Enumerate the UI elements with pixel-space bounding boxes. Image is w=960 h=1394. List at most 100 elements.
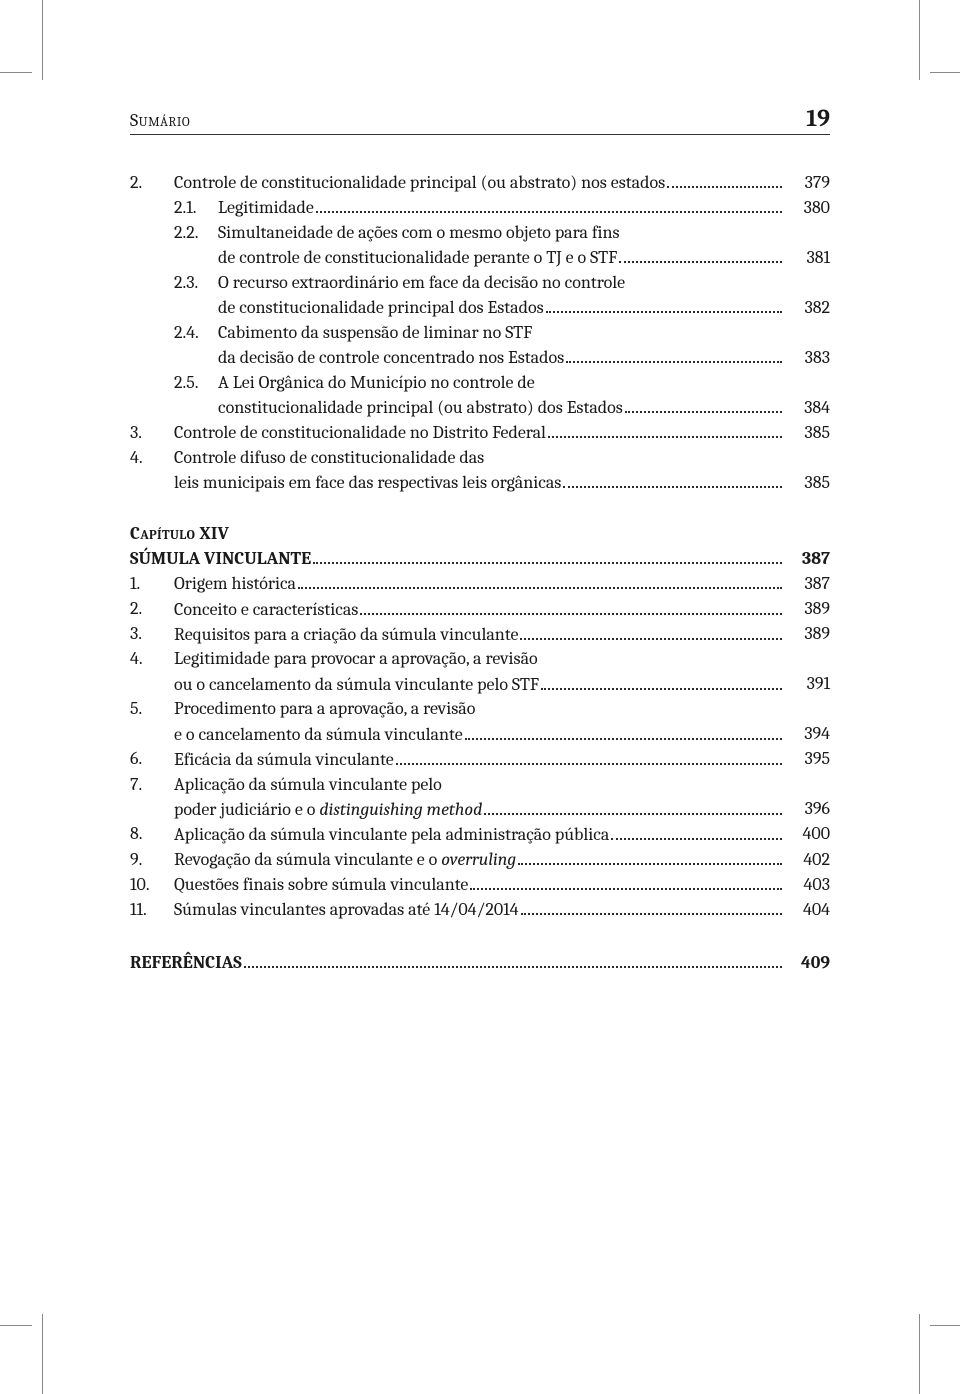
toc-subentry: 2.3.O recurso extraordinário em face da … (130, 271, 830, 296)
entry-text-col: A Lei Orgânica do Município no controle … (218, 371, 784, 396)
entry-text-col: Revogação da súmula vinculante e o overr… (174, 848, 784, 873)
entry-page: 400 (784, 822, 830, 847)
entry-text-col: O recurso extraordinário em face da deci… (218, 271, 784, 296)
entry-page: 394 (784, 722, 830, 747)
entry-number: 8. (130, 822, 174, 847)
entry-page: 383 (784, 346, 830, 371)
entry-page: 402 (784, 848, 830, 873)
leader (546, 296, 782, 313)
chapter-page: 387 (784, 547, 830, 572)
leader (566, 346, 782, 363)
leader (313, 547, 782, 564)
entry-text-cont: poder judiciário e o distinguishing meth… (174, 798, 482, 823)
leader (465, 722, 782, 739)
entry-text: Súmulas vinculantes aprovadas até 14/04/… (174, 898, 519, 923)
toc-entry: 2.Conceito e características389 (130, 597, 830, 622)
entry-number: 4. (130, 446, 174, 471)
toc-entry-continuation: de constitucionalidade principal dos Est… (130, 296, 830, 321)
leader (518, 848, 782, 865)
entry-text: A Lei Orgânica do Município no controle … (218, 371, 535, 396)
page-content: Sumário 19 2.Controle de constitucionali… (130, 104, 830, 976)
leader (667, 171, 782, 188)
entry-text-cont: ou o cancelamento da súmula vinculante p… (174, 673, 539, 698)
references-page: 409 (784, 951, 830, 976)
entry-number: 2. (130, 171, 174, 196)
header-page-number: 19 (806, 104, 830, 132)
leader (548, 421, 782, 438)
leader (563, 471, 782, 488)
toc-entry: 8.Aplicação da súmula vinculante pela ad… (130, 822, 830, 847)
leader (244, 951, 782, 968)
leader (360, 597, 782, 614)
entry-page: 381 (784, 246, 830, 271)
entry-text-col: Aplicação da súmula vinculante pelo (174, 773, 784, 798)
toc-entry: 6.Eficácia da súmula vinculante395 (130, 747, 830, 772)
toc-entry: 1.Origem histórica387 (130, 572, 830, 597)
header-title: Sumário (130, 110, 190, 131)
entry-text: Legitimidade para provocar a aprovação, … (174, 647, 538, 672)
leader (484, 797, 782, 814)
entry-page: 403 (784, 873, 830, 898)
entry-page: 382 (784, 296, 830, 321)
entry-page: 395 (784, 747, 830, 772)
entry-number: 3. (130, 622, 174, 647)
entry-text-cont: e o cancelamento da súmula vinculante (174, 723, 463, 748)
entry-text-col: Legitimidade para provocar a aprovação, … (174, 647, 784, 672)
toc: 2.Controle de constitucionalidade princi… (130, 171, 830, 976)
subentry-number: 2.3. (174, 271, 218, 296)
toc-entry: 4.Legitimidade para provocar a aprovação… (130, 647, 830, 672)
entry-text: Procedimento para a aprovação, a revisão (174, 697, 475, 722)
entry-page: 389 (784, 622, 830, 647)
entry-text-col: Simultaneidade de ações com o mesmo obje… (218, 221, 784, 246)
entry-text: Controle de constitucionalidade principa… (174, 171, 665, 196)
toc-entry: 7.Aplicação da súmula vinculante pelo (130, 773, 830, 798)
toc-entry-continuation: da decisão de controle concentrado nos E… (130, 346, 830, 371)
entry-number: 1. (130, 572, 174, 597)
entry-number: 5. (130, 697, 174, 722)
entry-text: O recurso extraordinário em face da deci… (218, 271, 625, 296)
entry-page: 389 (784, 597, 830, 622)
entry-text: Origem histórica (174, 572, 296, 597)
leader (396, 747, 782, 764)
entry-text-col: Aplicação da súmula vinculante pela admi… (174, 822, 784, 847)
entry-page: 385 (784, 421, 830, 446)
toc-entry: 4.Controle difuso de constitucionalidade… (130, 446, 830, 471)
entry-text: Questões finais sobre súmula vinculante (174, 873, 468, 898)
entry-text-col: Origem histórica (174, 572, 784, 597)
entry-text-col: Controle difuso de constitucionalidade d… (174, 446, 784, 471)
chapter-title-row: SÚMULA VINCULANTE 387 (130, 547, 830, 572)
chapter-title: SÚMULA VINCULANTE (130, 547, 311, 572)
entry-number: 7. (130, 773, 174, 798)
toc-entry: 3.Controle de constitucionalidade no Dis… (130, 421, 830, 446)
leader (625, 396, 782, 413)
entry-text: Legitimidade (218, 196, 314, 221)
entry-page: 384 (784, 396, 830, 421)
entry-text-cont: de controle de constitucionalidade peran… (218, 246, 617, 271)
leader (316, 196, 782, 213)
leader (541, 672, 782, 689)
toc-entry-continuation: e o cancelamento da súmula vinculante 394 (130, 722, 830, 747)
entry-number: 10. (130, 873, 174, 898)
entry-page: 380 (784, 196, 830, 221)
entry-text: Conceito e características (174, 598, 358, 623)
entry-text-col: poder judiciário e o distinguishing meth… (174, 797, 784, 822)
toc-subentry: 2.1.Legitimidade380 (130, 196, 830, 221)
toc-entry-continuation: de controle de constitucionalidade peran… (130, 246, 830, 271)
toc-entry: 9.Revogação da súmula vinculante e o ove… (130, 848, 830, 873)
toc-entry-continuation: leis municipais em face das respectivas … (130, 471, 830, 496)
leader (298, 572, 782, 589)
entry-text: Eficácia da súmula vinculante (174, 748, 394, 773)
entry-page: 391 (784, 672, 830, 697)
toc-entry: 3.Requisitos para a criação da súmula vi… (130, 622, 830, 647)
entry-text-col: Conceito e características (174, 597, 784, 622)
toc-entry: 10.Questões finais sobre súmula vinculan… (130, 873, 830, 898)
references-row: REFERÊNCIAS 409 (130, 951, 830, 976)
toc-entry-continuation: ou o cancelamento da súmula vinculante p… (130, 672, 830, 697)
entry-text-col: de constitucionalidade principal dos Est… (218, 296, 784, 321)
entry-text: Revogação da súmula vinculante e o overr… (174, 848, 516, 873)
entry-number: 11. (130, 898, 174, 923)
toc-entry-continuation: constitucionalidade principal (ou abstra… (130, 396, 830, 421)
entry-text-cont: constitucionalidade principal (ou abstra… (218, 396, 623, 421)
entry-text: Controle difuso de constitucionalidade d… (174, 446, 484, 471)
entry-page: 385 (784, 471, 830, 496)
